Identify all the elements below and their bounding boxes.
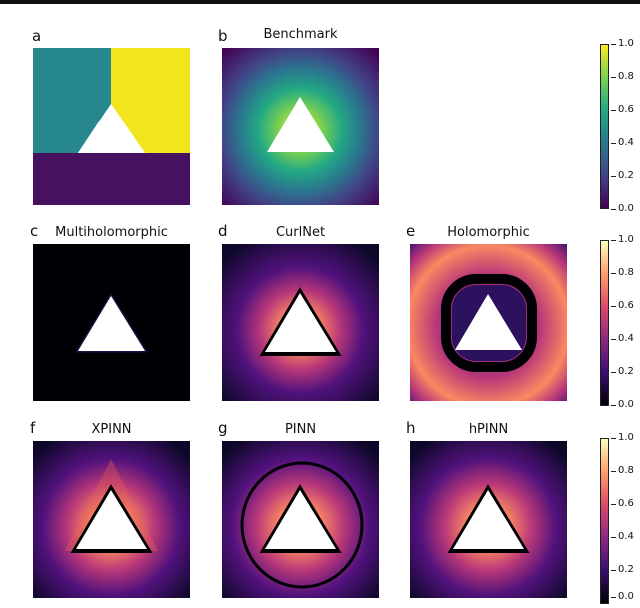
cbar2-tick: 0.0 [611,399,634,410]
cbar2-tick: 0.6 [611,300,634,311]
cbar1-tick: 1.0 [611,38,634,49]
panel-title-xpinn: XPINN [91,422,132,437]
cbar2-tick: 0.2 [611,366,634,377]
cbar1-tick: 0.0 [611,203,634,214]
panel-title-hpinn: hPINN [468,422,509,437]
panel-letter-d: d [218,222,228,240]
cbar2-tick: 0.4 [611,333,634,344]
hole-triangle [267,97,334,152]
panel-title-curlnet: CurlNet [275,225,326,240]
panel-f-xpinn [33,441,190,598]
cbar3-tick: 1.0 [611,432,634,443]
panel-letter-g: g [218,419,228,437]
cbar3-tick: 0.6 [611,498,634,509]
cbar3-tick: 0.8 [611,465,634,476]
panel-letter-h: h [406,419,416,437]
hole-triangle [453,490,524,549]
panel-title-holomorphic: Holomorphic [447,225,530,240]
region-teal [33,48,111,153]
hole-triangle [265,490,336,549]
panel-e-holomorphic [410,244,567,401]
cbar3-tick: 0.4 [611,531,634,542]
panel-title-multiholomorphic: Multiholomorphic [55,225,168,240]
cbar1-tick: 0.6 [611,104,634,115]
hole-triangle [455,294,522,350]
hole-triangle [76,490,147,549]
region-yellow [111,48,190,153]
cbar3-tick: 0.0 [611,591,634,602]
cbar1-tick: 0.4 [611,137,634,148]
panel-b-benchmark [222,48,379,205]
panel-letter-a: a [32,27,42,45]
cbar3-tick: 0.2 [611,564,634,575]
panel-title-pinn: PINN [284,422,317,437]
panel-d-curlnet [222,244,379,401]
colorbar-viridis [600,44,609,209]
panel-a-segmentation [33,48,190,205]
colorbar-magma-2 [600,438,609,604]
cbar2-tick: 1.0 [611,234,634,245]
panel-letter-e: e [406,222,416,240]
panel-letter-b: b [218,27,228,45]
cbar2-tick: 0.8 [611,267,634,278]
cbar1-tick: 0.8 [611,71,634,82]
panel-g-pinn [222,441,379,598]
panel-letter-f: f [30,419,36,437]
panel-c-multiholomorphic [33,244,190,401]
hole-triangle [78,296,145,351]
colorbar-magma-1 [600,240,609,406]
top-rule [0,0,640,4]
hole-triangle [265,293,336,352]
cbar1-tick: 0.2 [611,170,634,181]
panel-h-hpinn [410,441,567,598]
panel-title-benchmark: Benchmark [263,27,338,42]
panel-letter-c: c [30,222,39,240]
